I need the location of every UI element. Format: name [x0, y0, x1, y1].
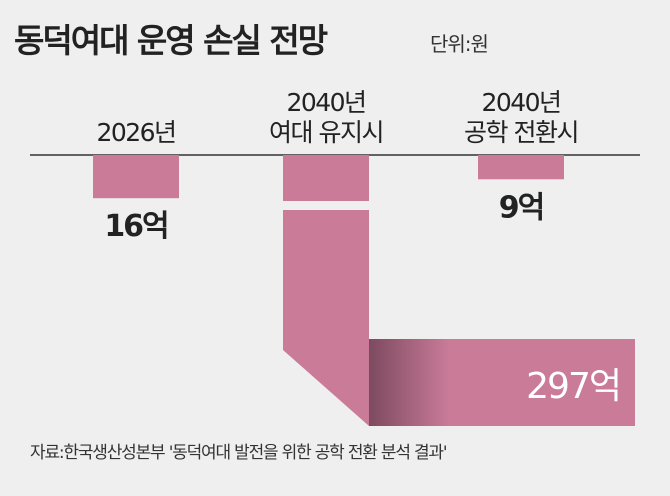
category-label: 2040년	[481, 88, 560, 117]
category-label: 여대 유지시	[269, 118, 383, 147]
category-label: 2040년	[286, 88, 365, 117]
category-label: 2026년	[96, 118, 175, 147]
unit-label: 단위:원	[430, 32, 489, 56]
category-label: 공학 전환시	[464, 118, 578, 147]
bar	[93, 155, 179, 199]
chart-title: 동덕여대 운영 손실 전망	[14, 21, 328, 60]
bar-segment-top	[283, 155, 369, 201]
source-note: 자료:한국생산성본부 '동덕여대 발전을 위한 공학 전환 분석 결과'	[30, 443, 448, 463]
bar-segment-horizontal	[369, 339, 635, 426]
data-label: 297억	[526, 366, 620, 407]
bar-segment-vertical	[283, 210, 369, 426]
data-label: 9억	[499, 190, 543, 225]
bar	[478, 155, 564, 180]
data-label: 16억	[104, 209, 167, 244]
